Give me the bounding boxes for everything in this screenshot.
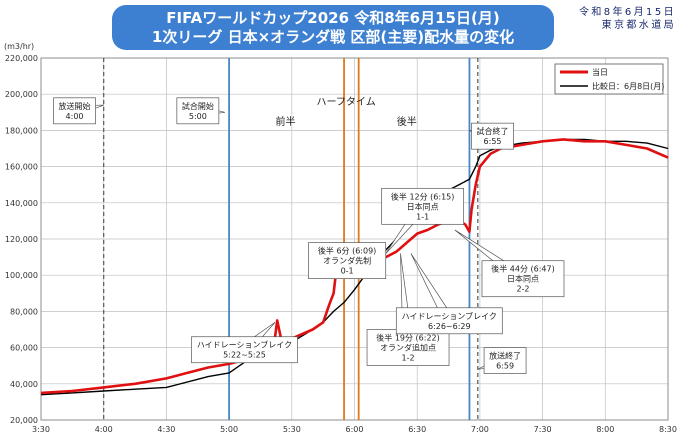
y-axis-unit-label: (m3/hr) (4, 42, 34, 51)
x-tick-label: 7:30 (534, 425, 552, 434)
callout-text: 放送開始 (59, 101, 91, 111)
issuer-block: 令和8年6月15日 東京都水道局 (560, 6, 676, 32)
callout-text: 6:26~6:29 (428, 322, 471, 331)
callout-box (366, 329, 450, 366)
callout-text: 1-1 (416, 212, 429, 221)
callout-box (395, 307, 503, 335)
callout-text: 後半 44分 (6:47) (491, 264, 554, 274)
callout-text: 放送終了 (489, 351, 521, 361)
callout-text: 日本同点 (507, 274, 539, 284)
y-tick-label: 140,000 (5, 199, 38, 208)
y-tick-label: 180,000 (5, 126, 38, 135)
x-tick-label: 8:00 (596, 425, 614, 434)
y-tick-label: 40,000 (10, 380, 38, 389)
callout-text: 5:22~5:25 (223, 351, 266, 360)
x-tick-label: 6:00 (346, 425, 364, 434)
callout-box (471, 122, 514, 150)
x-tick-label: 7:00 (471, 425, 489, 434)
callout-text: ハイドレーションブレイク (197, 340, 292, 350)
callout-box (191, 336, 298, 364)
x-tick-label: 5:30 (283, 425, 301, 434)
callout-box (176, 97, 220, 125)
y-tick-label: 20,000 (10, 416, 38, 425)
plot-frame (40, 57, 669, 421)
y-tick-label: 100,000 (5, 271, 38, 280)
callout-text: ハイドレーションブレイク (402, 311, 497, 321)
callout-box (381, 187, 465, 225)
legend-label-today: 当日 (592, 67, 608, 77)
callout-text: オランダ追加点 (380, 343, 436, 353)
callout-box (53, 97, 96, 125)
y-tick-label: 220,000 (5, 54, 38, 63)
period-label: 前半 (276, 115, 296, 128)
callout-text: 試合開始 (182, 101, 214, 111)
callout-text: 試合終了 (477, 126, 509, 136)
callout-text: 後半 19分 (6:22) (376, 333, 439, 343)
x-tick-label: 6:30 (408, 425, 426, 434)
x-tick-label: 8:30 (659, 425, 677, 434)
y-tick-label: 60,000 (10, 344, 38, 353)
annotations: 放送開始4:00試合開始5:00ハイドレーションブレイク5:22~5:25後半 … (53, 97, 565, 374)
period-label: 後半 (397, 115, 417, 128)
callout-box (483, 347, 527, 374)
y-tick-label: 200,000 (5, 90, 38, 99)
x-tick-label: 4:00 (95, 425, 113, 434)
callout-text: 後半 12分 (6:15) (391, 191, 454, 201)
callout-text: 6:59 (496, 362, 514, 371)
callout-text: 6:55 (484, 137, 502, 146)
axis-labels: 20,000 40,000 60,000 80,000 100,000 120,000 14… (5, 54, 677, 434)
period-label: ハーフタイム (317, 96, 376, 108)
callout-text: 後半 6分 (6:09) (318, 246, 376, 256)
callout-text: 5:00 (189, 112, 207, 121)
x-tick-label: 5:00 (220, 425, 238, 434)
legend: 当日 比較日：6月8日(月) (554, 63, 664, 95)
issuer-name: 東京都水道局 (601, 20, 676, 31)
legend-box (554, 63, 664, 95)
callout-text: 日本同点 (407, 201, 439, 211)
issue-date: 令和8年6月15日 (578, 7, 676, 18)
legend-label-compare: 比較日：6月8日(月) (592, 81, 664, 91)
callout-box (308, 242, 387, 279)
callout-text: 0-1 (341, 267, 354, 276)
y-tick-label: 160,000 (5, 163, 38, 172)
y-tick-label: 80,000 (10, 307, 38, 316)
callout-text: 1-2 (402, 354, 415, 363)
title-banner: FIFAワールドカップ2026 令和8年6月15日(月) 1次リーグ 日本×オラ… (112, 5, 554, 50)
chart-title-line1: FIFAワールドカップ2026 令和8年6月15日(月) (166, 9, 500, 27)
callout-text: 2-2 (516, 285, 529, 294)
chart-title-line2: 1次リーグ 日本×オランダ戦 区部(主要)配水量の変化 (151, 28, 515, 46)
x-tick-label: 4:30 (157, 425, 175, 434)
grid-lines (40, 57, 669, 421)
callout-text: オランダ先制 (323, 256, 371, 266)
callout-box (481, 260, 565, 298)
y-tick-label: 120,000 (5, 235, 38, 244)
callout-text: 4:00 (66, 112, 84, 121)
x-tick-label: 3:30 (32, 425, 50, 434)
